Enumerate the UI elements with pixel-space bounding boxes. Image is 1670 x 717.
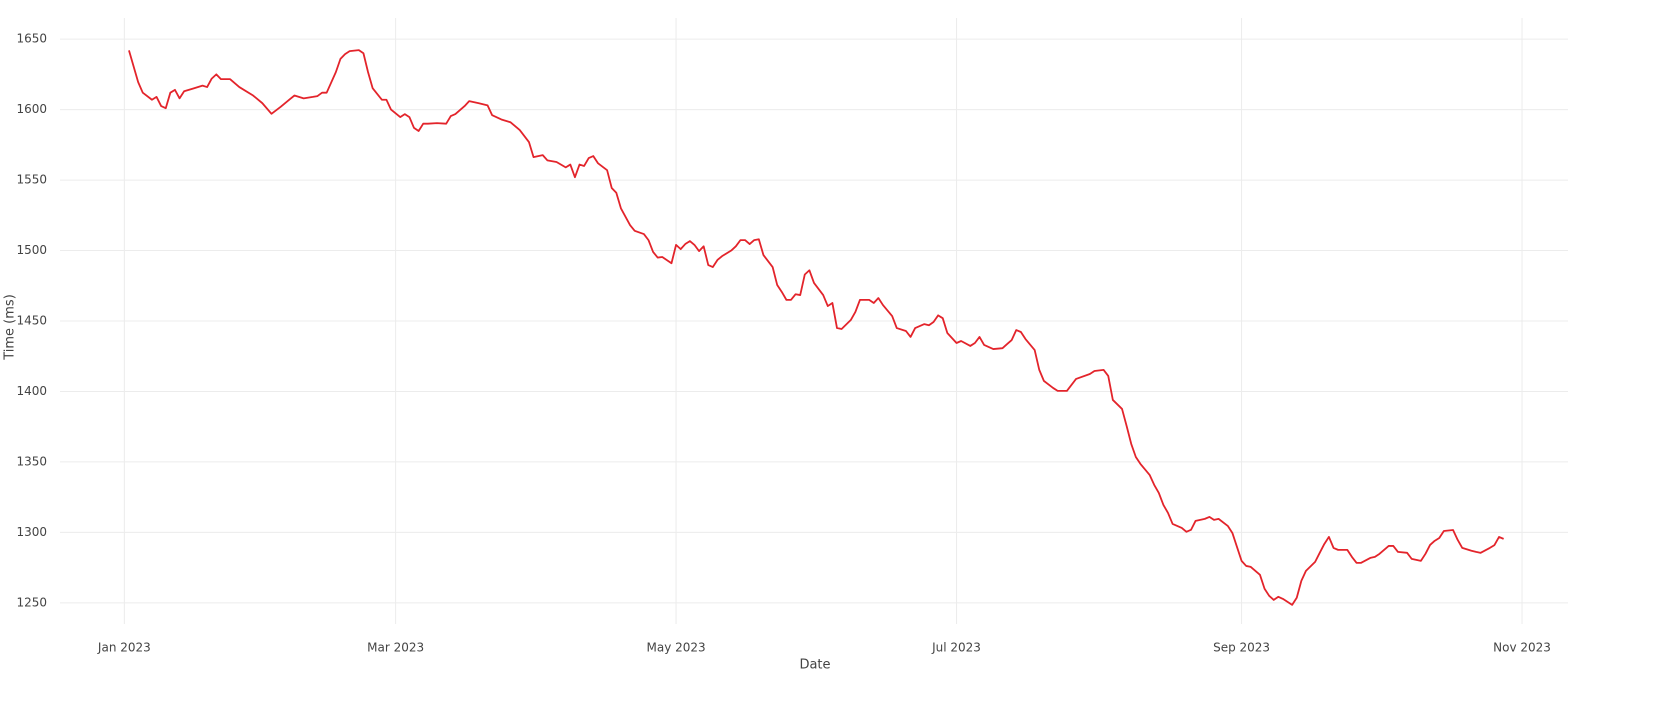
x-axis-title: Date [799,658,830,673]
y-axis-title: Time (ms) [3,294,18,361]
x-tick-label: Sep 2023 [1213,641,1270,655]
y-tick-label: 1550 [16,173,47,187]
y-tick-label: 1500 [16,243,47,257]
y-tick-label: 1450 [16,314,47,328]
x-tick-label: May 2023 [646,641,705,655]
y-tick-label: 1250 [16,595,47,609]
data-line [128,49,1504,606]
x-tick-label: Nov 2023 [1493,641,1551,655]
y-tick-label: 1300 [16,525,47,539]
x-tick-label: Jan 2023 [97,641,151,655]
y-tick-label: 1350 [16,454,47,468]
y-tick-label: 1400 [16,384,47,398]
x-tick-label: Mar 2023 [367,641,424,655]
y-tick-label: 1650 [16,32,47,46]
y-tick-label: 1600 [16,102,47,116]
x-tick-label: Jul 2023 [931,641,981,655]
